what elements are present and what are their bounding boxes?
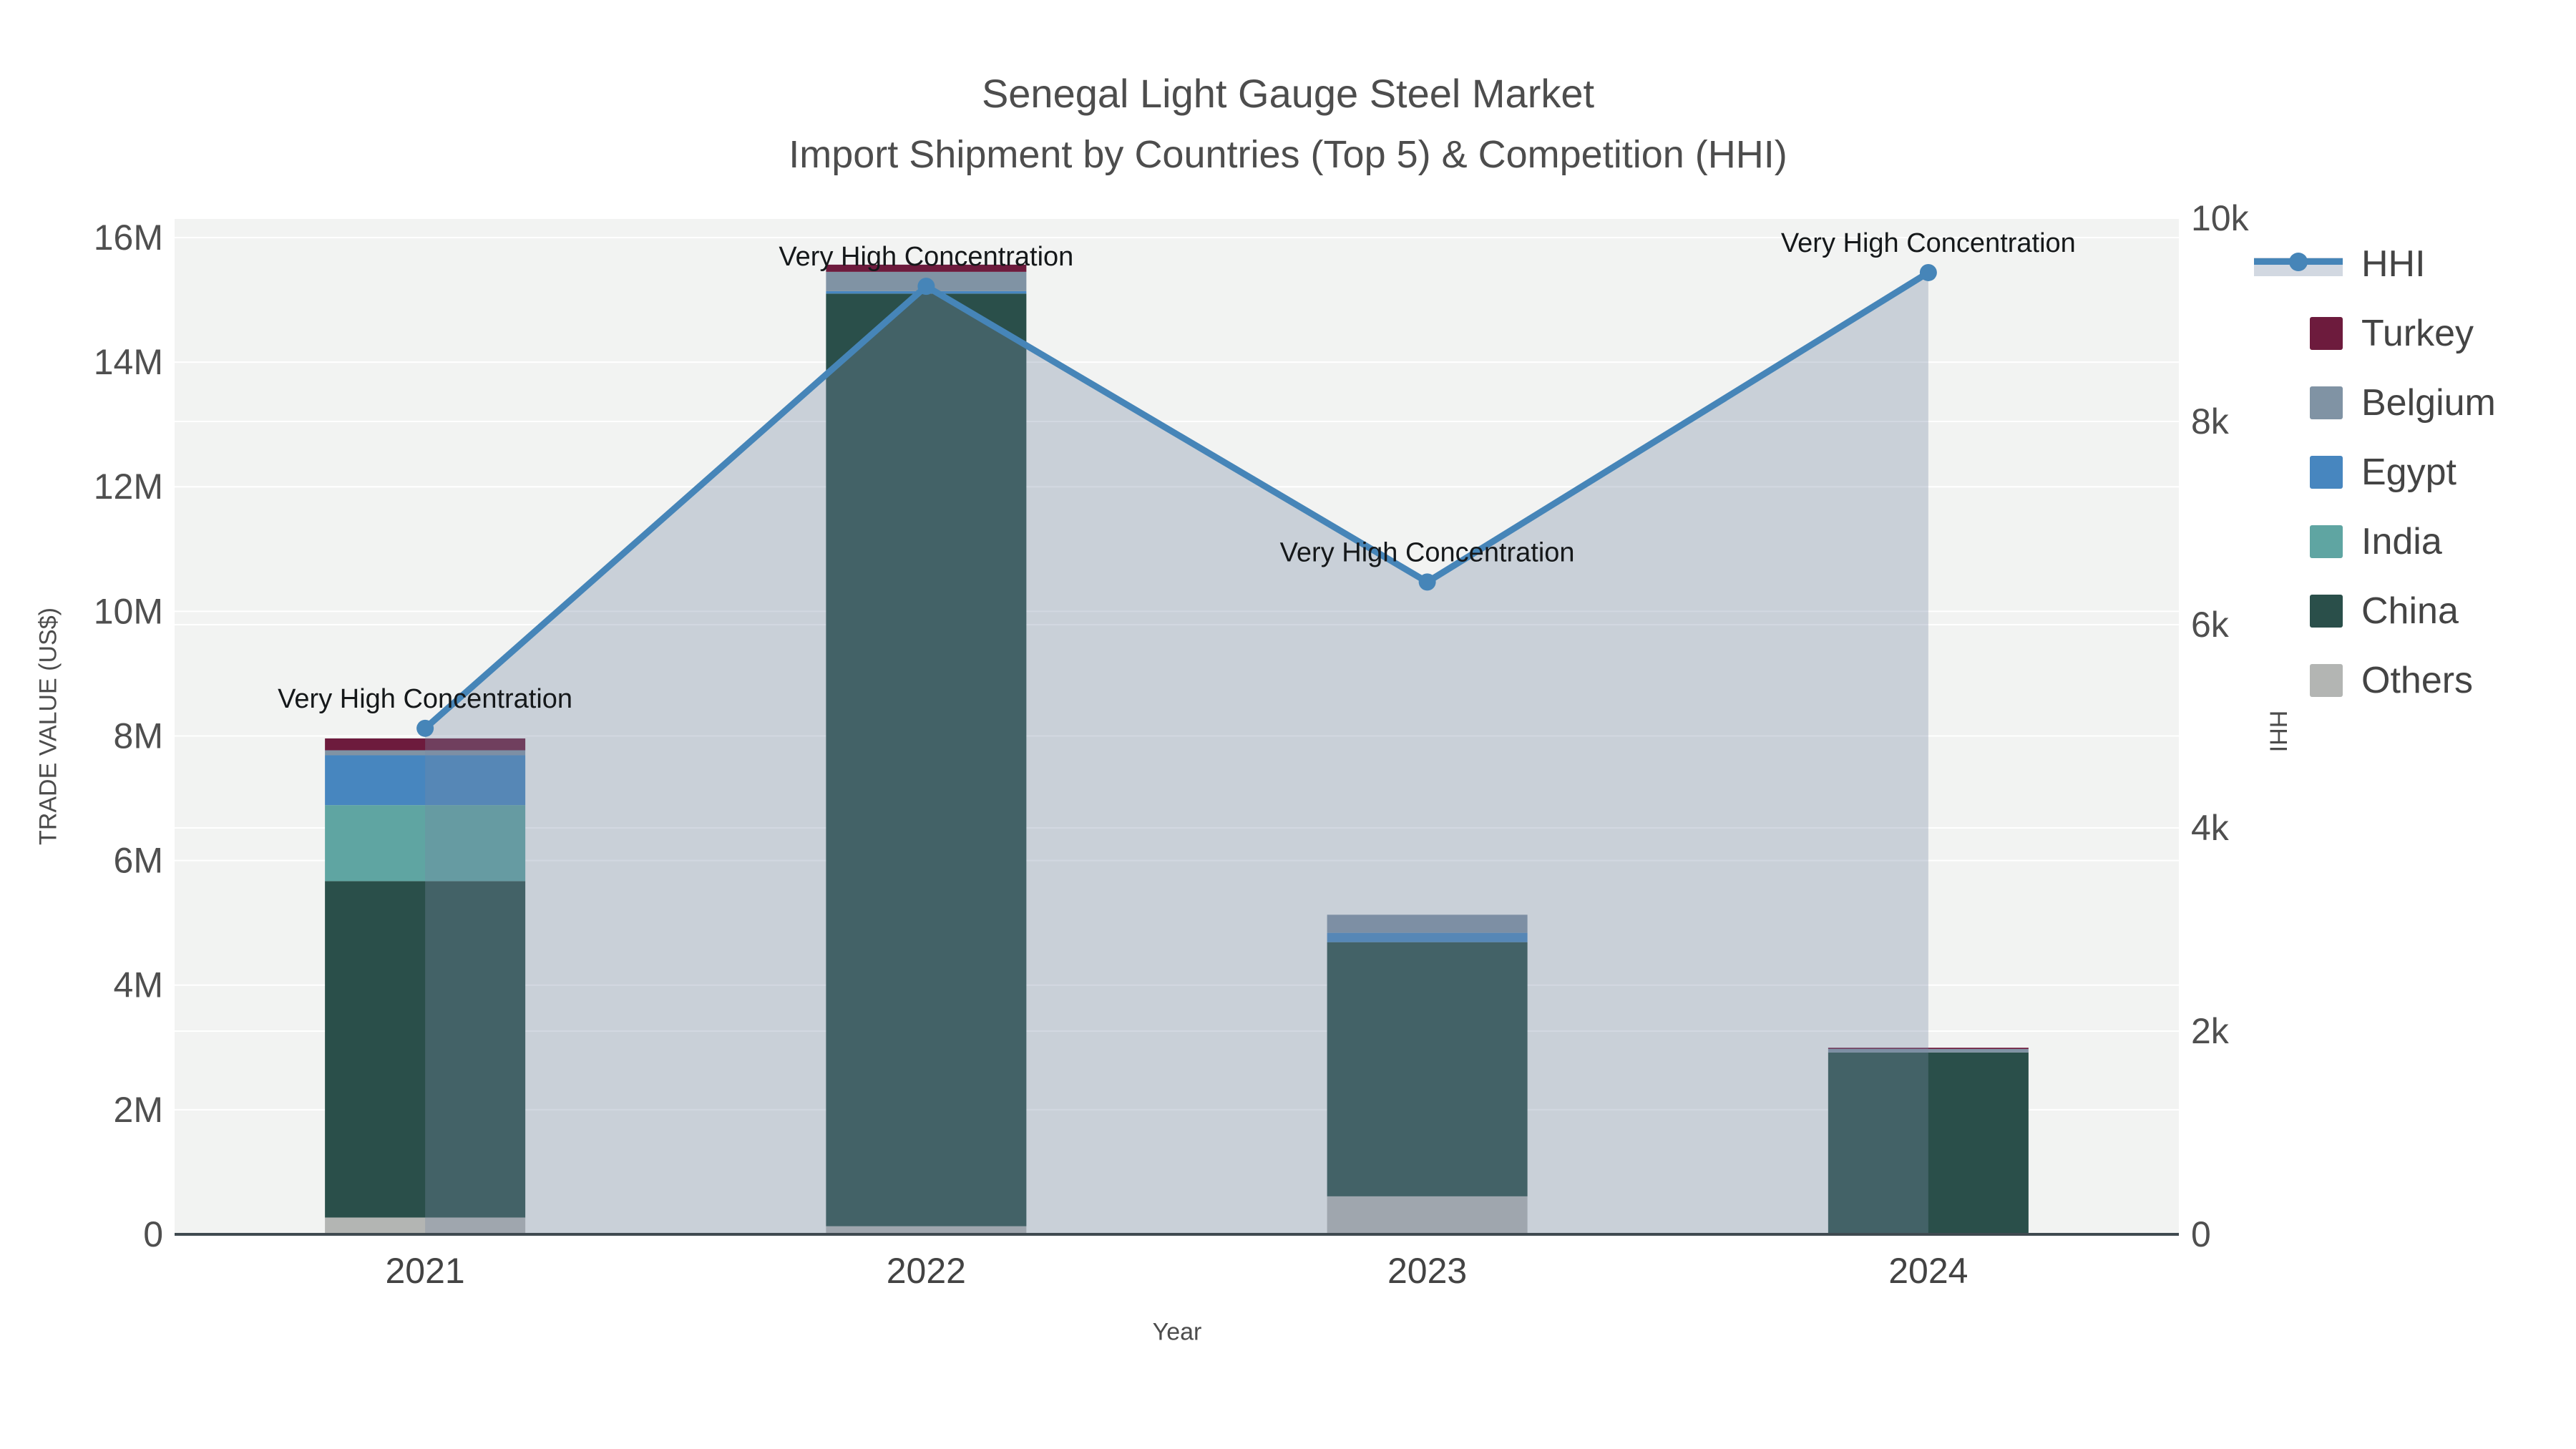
bar-segment-turkey-2024[interactable] [1828, 1048, 2029, 1049]
hhi-point-2021[interactable] [416, 719, 434, 737]
annotation-concentration-2024: Very High Concentration [1781, 228, 2076, 258]
bar-segment-turkey-2021[interactable] [325, 738, 526, 751]
legend-label: Others [2361, 660, 2474, 701]
chart-title: Senegal Light Gauge Steel Market Import … [0, 71, 2576, 177]
bar-segment-china-2022[interactable] [826, 293, 1027, 1226]
annotation-concentration-2021: Very High Concentration [278, 684, 572, 714]
legend-item-others[interactable]: Others [2254, 660, 2569, 701]
legend-label: Turkey [2361, 313, 2474, 354]
bar-segment-turkey-2022[interactable] [826, 264, 1027, 272]
legend-item-belgium[interactable]: Belgium [2254, 382, 2569, 424]
hhi-area [425, 272, 1928, 1235]
bar-segment-egypt-2023[interactable] [1327, 932, 1528, 942]
x-tick-label-2024: 2024 [1888, 1251, 1968, 1291]
color-swatch-icon [2310, 595, 2343, 628]
y-left-tick-label: 12M [94, 467, 163, 507]
bar-segment-egypt-2021[interactable] [325, 755, 526, 806]
x-axis-title: Year [1152, 1318, 1202, 1346]
y-left-tick-label: 16M [94, 218, 163, 258]
bar-segment-others-2022[interactable] [826, 1226, 1027, 1234]
hhi-point-2023[interactable] [1418, 573, 1436, 591]
color-swatch-icon [2310, 456, 2343, 489]
hhi-line [421, 269, 1932, 732]
legend-label: India [2361, 521, 2442, 562]
bar-segment-belgium-2024[interactable] [1828, 1048, 2029, 1053]
legend-item-egypt[interactable]: Egypt [2254, 452, 2569, 493]
y-left-tick-label: 2M [114, 1090, 163, 1130]
legend-label: HHI [2361, 243, 2426, 285]
bar-segment-china-2024[interactable] [1828, 1052, 2029, 1234]
color-swatch-icon [2310, 386, 2343, 419]
legend-item-turkey[interactable]: Turkey [2254, 313, 2569, 354]
y-right-tick-label: 0 [2191, 1214, 2211, 1254]
hhi-line-icon [2254, 248, 2343, 280]
y-right-tick-label: 6k [2191, 605, 2230, 645]
chart-title-line2: Import Shipment by Countries (Top 5) & C… [789, 133, 1787, 176]
legend-label: Egypt [2361, 452, 2457, 493]
y-left-tick-label: 14M [94, 342, 163, 382]
legend-item-china[interactable]: China [2254, 590, 2569, 632]
legend-item-hhi[interactable]: HHI [2254, 243, 2569, 285]
x-tick-label-2023: 2023 [1387, 1251, 1467, 1291]
hhi-point-2022[interactable] [917, 278, 935, 296]
annotation-concentration-2023: Very High Concentration [1280, 537, 1575, 567]
hhi-point-2024[interactable] [1919, 263, 1937, 281]
y-right-tick-label: 4k [2191, 808, 2230, 848]
color-swatch-icon [2310, 525, 2343, 558]
color-swatch-icon [2310, 317, 2343, 350]
bar-segment-china-2023[interactable] [1327, 942, 1528, 1196]
bar-segment-belgium-2023[interactable] [1327, 914, 1528, 933]
color-swatch-icon [2310, 664, 2343, 697]
bar-segment-china-2021[interactable] [325, 881, 526, 1218]
x-tick-label-2022: 2022 [887, 1251, 966, 1291]
bar-segment-belgium-2021[interactable] [325, 750, 526, 756]
y-axis-left-title: TRADE VALUE (US$) [34, 608, 62, 845]
legend: HHI Turkey Belgium Egypt India China Oth… [2254, 243, 2569, 733]
x-tick-label-2021: 2021 [386, 1251, 465, 1291]
y-left-tick-label: 10M [94, 591, 163, 631]
y-left-tick-label: 8M [114, 716, 163, 756]
y-right-tick-label: 10k [2191, 198, 2250, 238]
legend-item-india[interactable]: India [2254, 521, 2569, 562]
annotation-concentration-2022: Very High Concentration [779, 242, 1073, 272]
bar-segment-india-2021[interactable] [325, 805, 526, 882]
legend-label: Belgium [2361, 382, 2496, 424]
bar-segment-others-2021[interactable] [325, 1217, 526, 1234]
bar-segment-others-2023[interactable] [1327, 1196, 1528, 1234]
y-right-tick-label: 8k [2191, 401, 2230, 441]
y-right-tick-label: 2k [2191, 1011, 2230, 1051]
y-left-tick-label: 4M [114, 965, 163, 1005]
y-left-tick-label: 6M [114, 841, 163, 881]
legend-label: China [2361, 590, 2459, 632]
y-left-tick-label: 0 [143, 1214, 163, 1254]
chart-title-line1: Senegal Light Gauge Steel Market [981, 71, 1595, 116]
